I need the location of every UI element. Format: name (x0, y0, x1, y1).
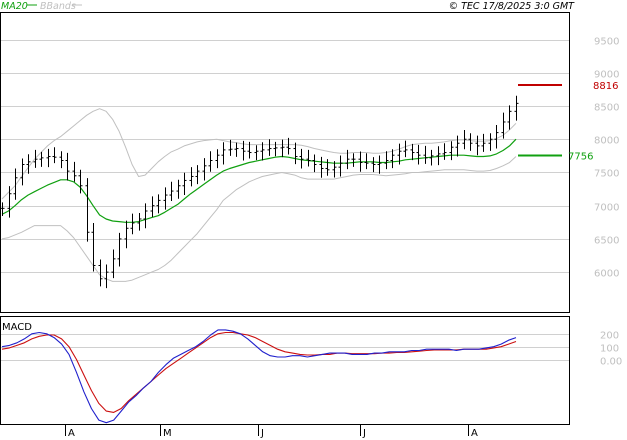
bollinger-bands (1, 108, 517, 282)
bbands-lower-line (1, 156, 517, 282)
price-tick-label: 7000 (594, 203, 619, 214)
last-price-label: 8816 (593, 81, 618, 92)
bbands-upper-line (1, 108, 517, 200)
macd-tick-label: 0.00 (600, 357, 622, 368)
month-label: M (163, 428, 172, 439)
macd-line (1, 329, 517, 424)
price-markers: 8816 7756 (518, 81, 618, 162)
macd-panel-title: MACD (2, 322, 32, 333)
month-label: A (471, 428, 478, 439)
price-bars (0, 95, 519, 289)
price-tick-label: 9500 (594, 37, 619, 48)
ma20-value-label: 7756 (568, 151, 593, 162)
macd-tick-label: 100 (600, 344, 619, 355)
copyright-label: © TEC 17/8/2025 3:0 GMT (449, 1, 576, 12)
price-tick-label: 7500 (594, 169, 619, 180)
macd-signal-line (1, 331, 517, 413)
macd-panel-frame (0, 316, 570, 425)
macd-tick-label: 200 (600, 331, 619, 342)
macd-lines (1, 329, 517, 424)
price-panel-frame (0, 12, 570, 313)
price-tick-label: 8000 (594, 136, 619, 147)
bbands-legend-label: BBands (40, 1, 76, 12)
month-label: J (362, 428, 366, 439)
ma20-legend-label: MA20 (1, 1, 28, 12)
axis-ticks: 6000 6500 7000 7500 8000 8500 9000 9500 0.00 100 2… (65, 37, 622, 439)
price-tick-label: 9000 (594, 70, 619, 81)
month-label: J (260, 428, 264, 439)
month-label: A (68, 428, 75, 439)
price-tick-label: 6500 (594, 236, 619, 247)
price-tick-label: 6000 (594, 269, 619, 280)
gridlines (1, 40, 569, 361)
price-tick-label: 8500 (594, 103, 619, 114)
